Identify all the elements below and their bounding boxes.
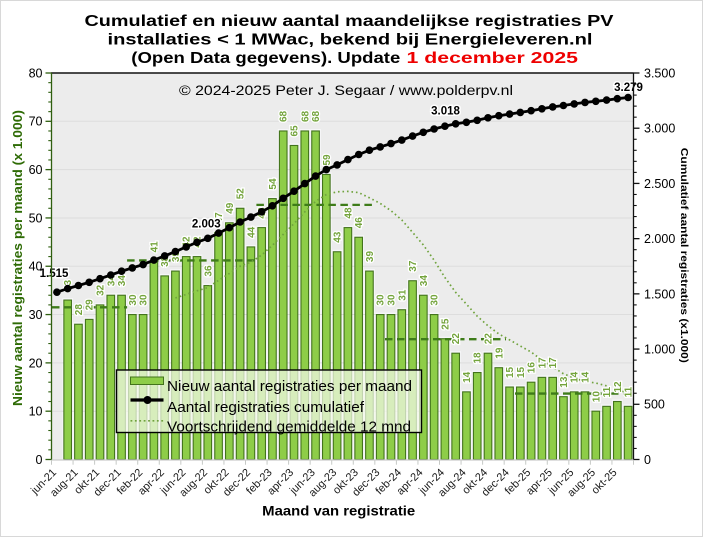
svg-text:14: 14 [462, 371, 473, 383]
svg-text:1.000: 1.000 [644, 342, 675, 356]
svg-text:3.500: 3.500 [644, 66, 675, 80]
svg-text:14: 14 [570, 371, 581, 383]
svg-text:50: 50 [29, 211, 43, 225]
svg-text:52: 52 [236, 188, 247, 200]
svg-text:60: 60 [29, 163, 43, 177]
svg-text:68: 68 [279, 110, 290, 122]
svg-text:65: 65 [290, 125, 301, 137]
svg-text:39: 39 [365, 251, 376, 263]
svg-text:2.000: 2.000 [644, 232, 675, 246]
svg-text:28: 28 [74, 304, 85, 316]
svg-text:11: 11 [624, 386, 635, 397]
svg-text:40: 40 [29, 260, 43, 274]
svg-text:16: 16 [527, 362, 538, 374]
svg-text:20: 20 [29, 356, 43, 370]
svg-text:15: 15 [516, 366, 527, 378]
svg-text:41: 41 [149, 241, 160, 253]
svg-text:17: 17 [548, 357, 559, 369]
svg-text:70: 70 [29, 115, 43, 129]
svg-text:0: 0 [36, 453, 43, 467]
svg-text:Nieuw aantal registraties per: Nieuw aantal registraties per maand (x 1… [10, 110, 25, 406]
svg-text:2.003: 2.003 [192, 219, 221, 231]
svg-text:Cumulatief en nieuw aantal maa: Cumulatief en nieuw aantal maandelijkse … [85, 13, 614, 30]
svg-text:37: 37 [408, 260, 419, 272]
svg-text:30: 30 [387, 294, 398, 306]
svg-text:installaties < 1 MWac, bekend: installaties < 1 MWac, bekend bij Energi… [108, 31, 593, 48]
svg-text:36: 36 [203, 265, 214, 277]
svg-text:54: 54 [268, 178, 279, 190]
svg-text:10: 10 [29, 405, 43, 419]
svg-text:48: 48 [343, 207, 354, 219]
svg-text:1.500: 1.500 [644, 287, 675, 301]
svg-text:3.279: 3.279 [614, 82, 643, 94]
svg-text:31: 31 [397, 289, 408, 301]
svg-text:30: 30 [376, 294, 387, 306]
svg-text:Aantal registraties cumulatief: Aantal registraties cumulatief [167, 400, 364, 416]
svg-text:29: 29 [85, 299, 96, 311]
svg-text:14: 14 [581, 371, 592, 383]
svg-text:3.000: 3.000 [644, 122, 675, 136]
svg-text:59: 59 [322, 154, 333, 166]
svg-text:17: 17 [537, 357, 548, 369]
svg-text:46: 46 [354, 217, 365, 229]
svg-text:34: 34 [117, 275, 128, 287]
svg-text:3.018: 3.018 [431, 106, 460, 118]
svg-text:Cumulatief aantal registraties: Cumulatief aantal registraties (x1.000) [678, 148, 690, 363]
svg-text:© 2024-2025 Peter J. Segaar /: © 2024-2025 Peter J. Segaar / www.polder… [179, 83, 513, 98]
svg-text:0: 0 [644, 453, 651, 467]
svg-text:13: 13 [559, 376, 570, 388]
svg-text:30: 30 [128, 294, 139, 306]
svg-text:10: 10 [591, 391, 602, 403]
svg-text:15: 15 [505, 366, 516, 378]
svg-text:80: 80 [29, 66, 43, 80]
svg-text:(Open Data gegevens). Update: (Open Data gegevens). Update [131, 50, 400, 67]
svg-text:Voortschrijdend gemiddelde 12: Voortschrijdend gemiddelde 12 mnd [167, 420, 411, 436]
svg-text:30: 30 [430, 294, 441, 306]
svg-text:47: 47 [214, 212, 225, 224]
svg-text:2.500: 2.500 [644, 177, 675, 191]
svg-text:25: 25 [440, 318, 451, 330]
svg-text:18: 18 [473, 352, 484, 364]
svg-text:Nieuw aantal registraties per: Nieuw aantal registraties per maand [167, 379, 412, 395]
svg-text:43: 43 [333, 231, 344, 243]
svg-text:500: 500 [644, 398, 665, 412]
svg-text:22: 22 [484, 333, 495, 345]
svg-text:68: 68 [300, 110, 311, 122]
svg-text:30: 30 [139, 294, 150, 306]
svg-text:44: 44 [246, 226, 257, 238]
svg-text:34: 34 [419, 275, 430, 287]
svg-text:68: 68 [311, 110, 322, 122]
svg-text:22: 22 [451, 333, 462, 345]
svg-text:Maand van registratie: Maand van registratie [262, 504, 416, 519]
svg-text:32: 32 [96, 284, 107, 296]
svg-text:30: 30 [29, 308, 43, 322]
svg-text:19: 19 [494, 347, 505, 359]
svg-text:49: 49 [225, 202, 236, 214]
svg-text:11: 11 [602, 386, 613, 397]
svg-text:1 december 2025: 1 december 2025 [407, 50, 579, 67]
svg-text:12: 12 [613, 381, 624, 393]
svg-text:1.515: 1.515 [40, 268, 69, 280]
